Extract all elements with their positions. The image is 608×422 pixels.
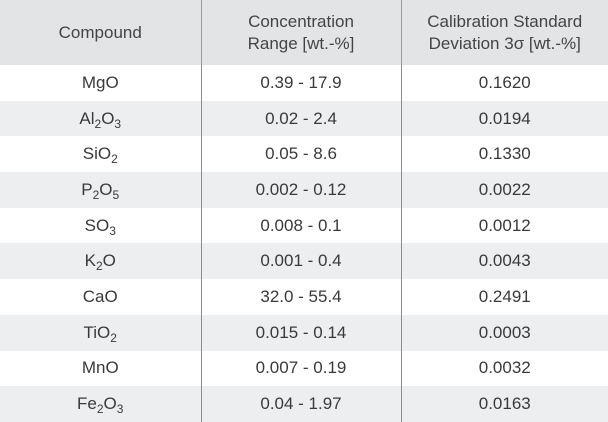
header-range-line2: Range [wt.-%] bbox=[247, 33, 355, 53]
formula-text: O bbox=[102, 251, 116, 271]
table-row: Fe2O3 0.04 - 1.97 0.0163 bbox=[0, 386, 608, 422]
concentration-range-cell: 0.05 - 8.6 bbox=[201, 136, 402, 173]
formula-subscript: 2 bbox=[92, 187, 100, 202]
formula-text: SiO bbox=[82, 144, 112, 164]
concentration-range-cell: 0.007 - 0.19 bbox=[201, 350, 402, 387]
table-row: MnO 0.007 - 0.19 0.0032 bbox=[0, 350, 608, 387]
standard-deviation-cell: 0.1620 bbox=[478, 72, 531, 92]
formula-text: TiO bbox=[83, 322, 111, 342]
header-sd-line1: Calibration Standard bbox=[427, 11, 583, 31]
concentration-range-cell: 0.001 - 0.4 bbox=[201, 243, 402, 280]
compound-cell: MnO bbox=[0, 350, 202, 387]
concentration-range-cell: 0.015 - 0.14 bbox=[201, 314, 402, 351]
table-row: SiO2 0.05 - 8.6 0.1330 bbox=[0, 136, 608, 173]
formula-text: O bbox=[99, 179, 113, 199]
header-range-line1: Concentration bbox=[248, 11, 354, 31]
concentration-range-cell: 0.02 - 2.4 bbox=[201, 100, 402, 137]
formula-text: MgO bbox=[81, 72, 119, 92]
formula-text: MnO bbox=[81, 358, 119, 378]
formula-text: Fe bbox=[77, 394, 97, 414]
formula-text: CaO bbox=[82, 286, 118, 306]
header-compound: Compound bbox=[0, 0, 202, 65]
formula-text: O bbox=[103, 394, 117, 414]
table-header: Compound Concentration Range [wt.-%] Cal… bbox=[0, 0, 608, 65]
formula-subscript: 3 bbox=[116, 402, 124, 417]
formula-subscript: 2 bbox=[95, 259, 103, 274]
standard-deviation-cell: 0.0163 bbox=[478, 394, 531, 414]
standard-deviation-cell: 0.0012 bbox=[478, 215, 531, 235]
standard-deviation-cell: 0.0003 bbox=[478, 322, 531, 342]
compound-cell: SO3 bbox=[0, 207, 202, 244]
standard-deviation-cell: 0.1330 bbox=[478, 144, 531, 164]
compound-cell: Al2O3 bbox=[0, 100, 202, 137]
header-compound-label: Compound bbox=[58, 22, 142, 42]
header-standard-deviation: Calibration Standard Deviation 3σ [wt.-%… bbox=[401, 0, 608, 65]
table-row: K2O 0.001 - 0.4 0.0043 bbox=[0, 243, 608, 280]
table-row: CaO 32.0 - 55.4 0.2491 bbox=[0, 279, 608, 315]
table-row: TiO2 0.015 - 0.14 0.0003 bbox=[0, 314, 608, 351]
compound-cell: MgO bbox=[0, 65, 202, 101]
compound-cell: P2O5 bbox=[0, 172, 202, 208]
compound-cell: TiO2 bbox=[0, 314, 202, 351]
standard-deviation-cell: 0.0194 bbox=[478, 108, 531, 128]
header-row: Compound Concentration Range [wt.-%] Cal… bbox=[0, 0, 608, 65]
formula-text: Al bbox=[79, 108, 95, 128]
formula-subscript: 2 bbox=[111, 152, 118, 167]
concentration-range-cell: 0.39 - 17.9 bbox=[201, 65, 402, 101]
compound-cell: SiO2 bbox=[0, 136, 202, 173]
formula-subscript: 5 bbox=[112, 187, 120, 202]
header-concentration-range: Concentration Range [wt.-%] bbox=[201, 0, 402, 65]
formula-text: P bbox=[81, 179, 93, 199]
formula-subscript: 2 bbox=[110, 330, 117, 345]
formula-text: K bbox=[84, 251, 96, 271]
formula-text: SO bbox=[84, 215, 110, 235]
compound-cell: CaO bbox=[0, 279, 202, 315]
standard-deviation-cell: 0.0022 bbox=[478, 179, 531, 199]
concentration-range-cell: 32.0 - 55.4 bbox=[201, 279, 402, 315]
standard-deviation-cell: 0.2491 bbox=[478, 286, 531, 306]
standard-deviation-cell: 0.0043 bbox=[478, 251, 531, 271]
formula-subscript: 2 bbox=[96, 402, 104, 417]
table-body: MgO 0.39 - 17.9 0.1620 Al2O3 0.02 - 2.4 0.019… bbox=[0, 65, 608, 422]
standard-deviation-cell: 0.0032 bbox=[478, 358, 531, 378]
table-row: P2O5 0.002 - 0.12 0.0022 bbox=[0, 172, 608, 208]
header-sd-line2: Deviation 3σ [wt.-%] bbox=[428, 33, 581, 53]
table-row: SO3 0.008 - 0.1 0.0012 bbox=[0, 207, 608, 244]
formula-subscript: 3 bbox=[109, 223, 116, 238]
table-row: Al2O3 0.02 - 2.4 0.0194 bbox=[0, 100, 608, 137]
table-row: MgO 0.39 - 17.9 0.1620 bbox=[0, 65, 608, 101]
formula-subscript: 3 bbox=[114, 116, 122, 131]
concentration-range-cell: 0.008 - 0.1 bbox=[201, 207, 402, 244]
concentration-range-cell: 0.002 - 0.12 bbox=[201, 172, 402, 208]
concentration-range-cell: 0.04 - 1.97 bbox=[201, 386, 402, 422]
formula-text: O bbox=[101, 108, 115, 128]
compound-cell: Fe2O3 bbox=[0, 386, 202, 422]
compound-cell: K2O bbox=[0, 243, 202, 280]
formula-subscript: 2 bbox=[94, 116, 102, 131]
